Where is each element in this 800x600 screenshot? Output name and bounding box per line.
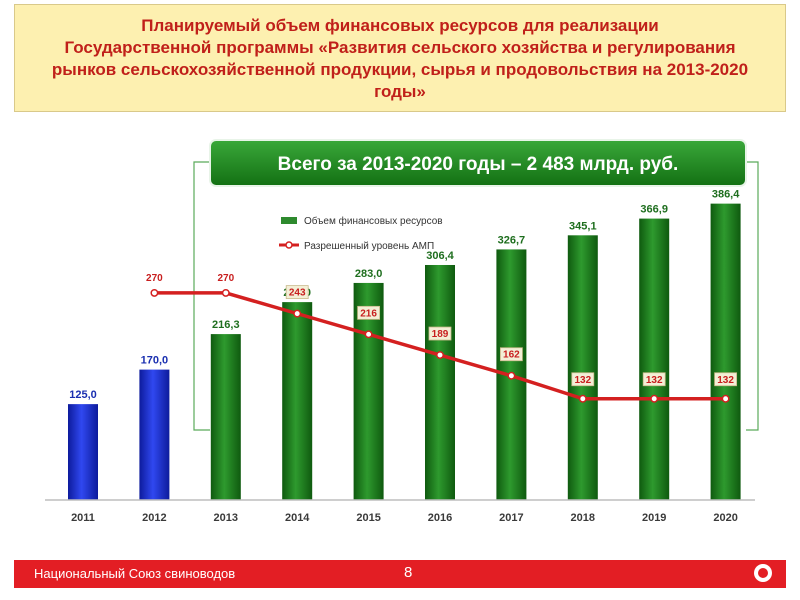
bar-2018 — [567, 235, 598, 500]
legend-swatch-marker — [285, 241, 293, 249]
amp-value-label-2019: 132 — [646, 375, 663, 386]
bar-value-label-2011: 125,0 — [69, 389, 97, 401]
x-tick-label-2014: 2014 — [285, 512, 310, 524]
bar-value-label-2013: 216,3 — [212, 319, 240, 331]
bar-value-labels: 125,0170,0216,3258,0283,0306,4326,7345,1… — [69, 189, 740, 401]
amp-value-label-2015: 216 — [360, 308, 377, 319]
x-tick-label-2011: 2011 — [71, 512, 95, 524]
amp-label-box-2015 — [357, 305, 381, 320]
x-tick-label-2015: 2015 — [356, 512, 380, 524]
amp-marker-2017 — [507, 371, 516, 380]
x-axis: 2011 2012 2013 2014 2015 2016 2017 2018 2019 2020 — [45, 499, 755, 524]
amp-label-box-2014 — [285, 285, 309, 300]
bar-value-label-2015: 283,0 — [355, 268, 383, 280]
legend: Объем финансовых ресурсов Разрешенный ур… — [279, 215, 443, 252]
amp-value-label-2017: 162 — [503, 350, 520, 361]
x-tick-label-2013: 2013 — [214, 512, 238, 524]
bar-value-label-2018: 345,1 — [569, 220, 597, 232]
bar-line-chart: Всего за 2013-2020 годы – 2 483 млрд. ру… — [45, 139, 759, 524]
x-tick-label-2020: 2020 — [713, 512, 737, 524]
x-tick-label-2017: 2017 — [499, 512, 523, 524]
amp-value-label-2013: 270 — [217, 273, 234, 284]
amp-value-label-2016: 189 — [432, 329, 449, 340]
bar-2011 — [68, 404, 98, 500]
x-tick-label-2018: 2018 — [571, 512, 595, 524]
page-title: Планируемый объем финансовых ресурсов дл… — [15, 15, 785, 103]
bar-value-label-2012: 170,0 — [141, 355, 169, 367]
x-tick-label-2012: 2012 — [142, 512, 166, 524]
amp-marker-2016 — [436, 351, 444, 359]
title-line-1: Планируемый объем финансовых ресурсов дл… — [141, 16, 659, 35]
line-series: 270 270 243 216 189 162 132 132 132 — [146, 273, 737, 403]
amp-marker-2012 — [150, 288, 159, 297]
amp-value-label-2014: 243 — [289, 288, 306, 299]
total-banner-text: Всего за 2013-2020 годы – 2 483 млрд. ру… — [278, 154, 679, 175]
bar-value-label-2019: 366,9 — [640, 204, 668, 216]
chart-area: Всего за 2013-2020 годы – 2 483 млрд. ру… — [0, 112, 800, 560]
amp-marker-2013 — [221, 288, 230, 297]
legend-label-line: Разрешенный уровень АМП — [304, 241, 434, 252]
legend-swatch-bar — [281, 217, 297, 224]
amp-marker-2020 — [721, 394, 730, 403]
title-line-4: годы» — [374, 82, 426, 101]
legend-label-bar: Объем финансовых ресурсов — [304, 215, 443, 227]
page-number: 8 — [404, 564, 413, 581]
amp-value-label-2020: 132 — [717, 375, 734, 386]
union-logo-icon — [754, 564, 772, 582]
amp-label-box-2018 — [571, 372, 595, 387]
footer-org-name: Национальный Союз свиноводов — [34, 566, 236, 581]
x-tick-label-2016: 2016 — [428, 512, 452, 524]
amp-label-box-2020 — [714, 372, 737, 387]
title-line-2: Государственной программы «Развития сель… — [64, 38, 736, 57]
header-panel: Планируемый объем финансовых ресурсов дл… — [14, 4, 786, 112]
footer-bar: Национальный Союз свиноводов 8 — [14, 560, 786, 588]
bar-2012 — [139, 369, 170, 500]
amp-label-box-2016 — [428, 326, 452, 341]
amp-marker-2014 — [293, 309, 302, 318]
amp-marker-2015 — [364, 330, 373, 339]
bar-2013 — [210, 334, 241, 500]
amp-label-box-2019 — [642, 372, 666, 387]
total-banner-bg — [209, 139, 747, 187]
amp-value-label-2012: 270 — [146, 273, 163, 284]
bar-2020 — [710, 203, 741, 500]
amp-marker-2019 — [650, 394, 659, 403]
amp-marker-2018 — [578, 394, 587, 403]
bar-value-label-2017: 326,7 — [498, 234, 526, 246]
bar-value-label-2020: 386,4 — [712, 189, 740, 201]
bar-2014 — [282, 302, 313, 500]
bar-2016 — [425, 264, 455, 500]
range-bracket — [193, 161, 759, 431]
amp-value-label-2018: 132 — [574, 375, 591, 386]
bar-2019 — [639, 218, 670, 500]
x-tick-label-2019: 2019 — [642, 512, 666, 524]
total-banner: Всего за 2013-2020 годы – 2 483 млрд. ру… — [209, 139, 747, 187]
title-line-3: рынков сельскохозяйственной продукции, с… — [51, 60, 749, 79]
amp-label-box-2017 — [499, 347, 523, 362]
bar-value-label-2016: 306,4 — [426, 250, 454, 262]
bar-series — [68, 203, 741, 500]
